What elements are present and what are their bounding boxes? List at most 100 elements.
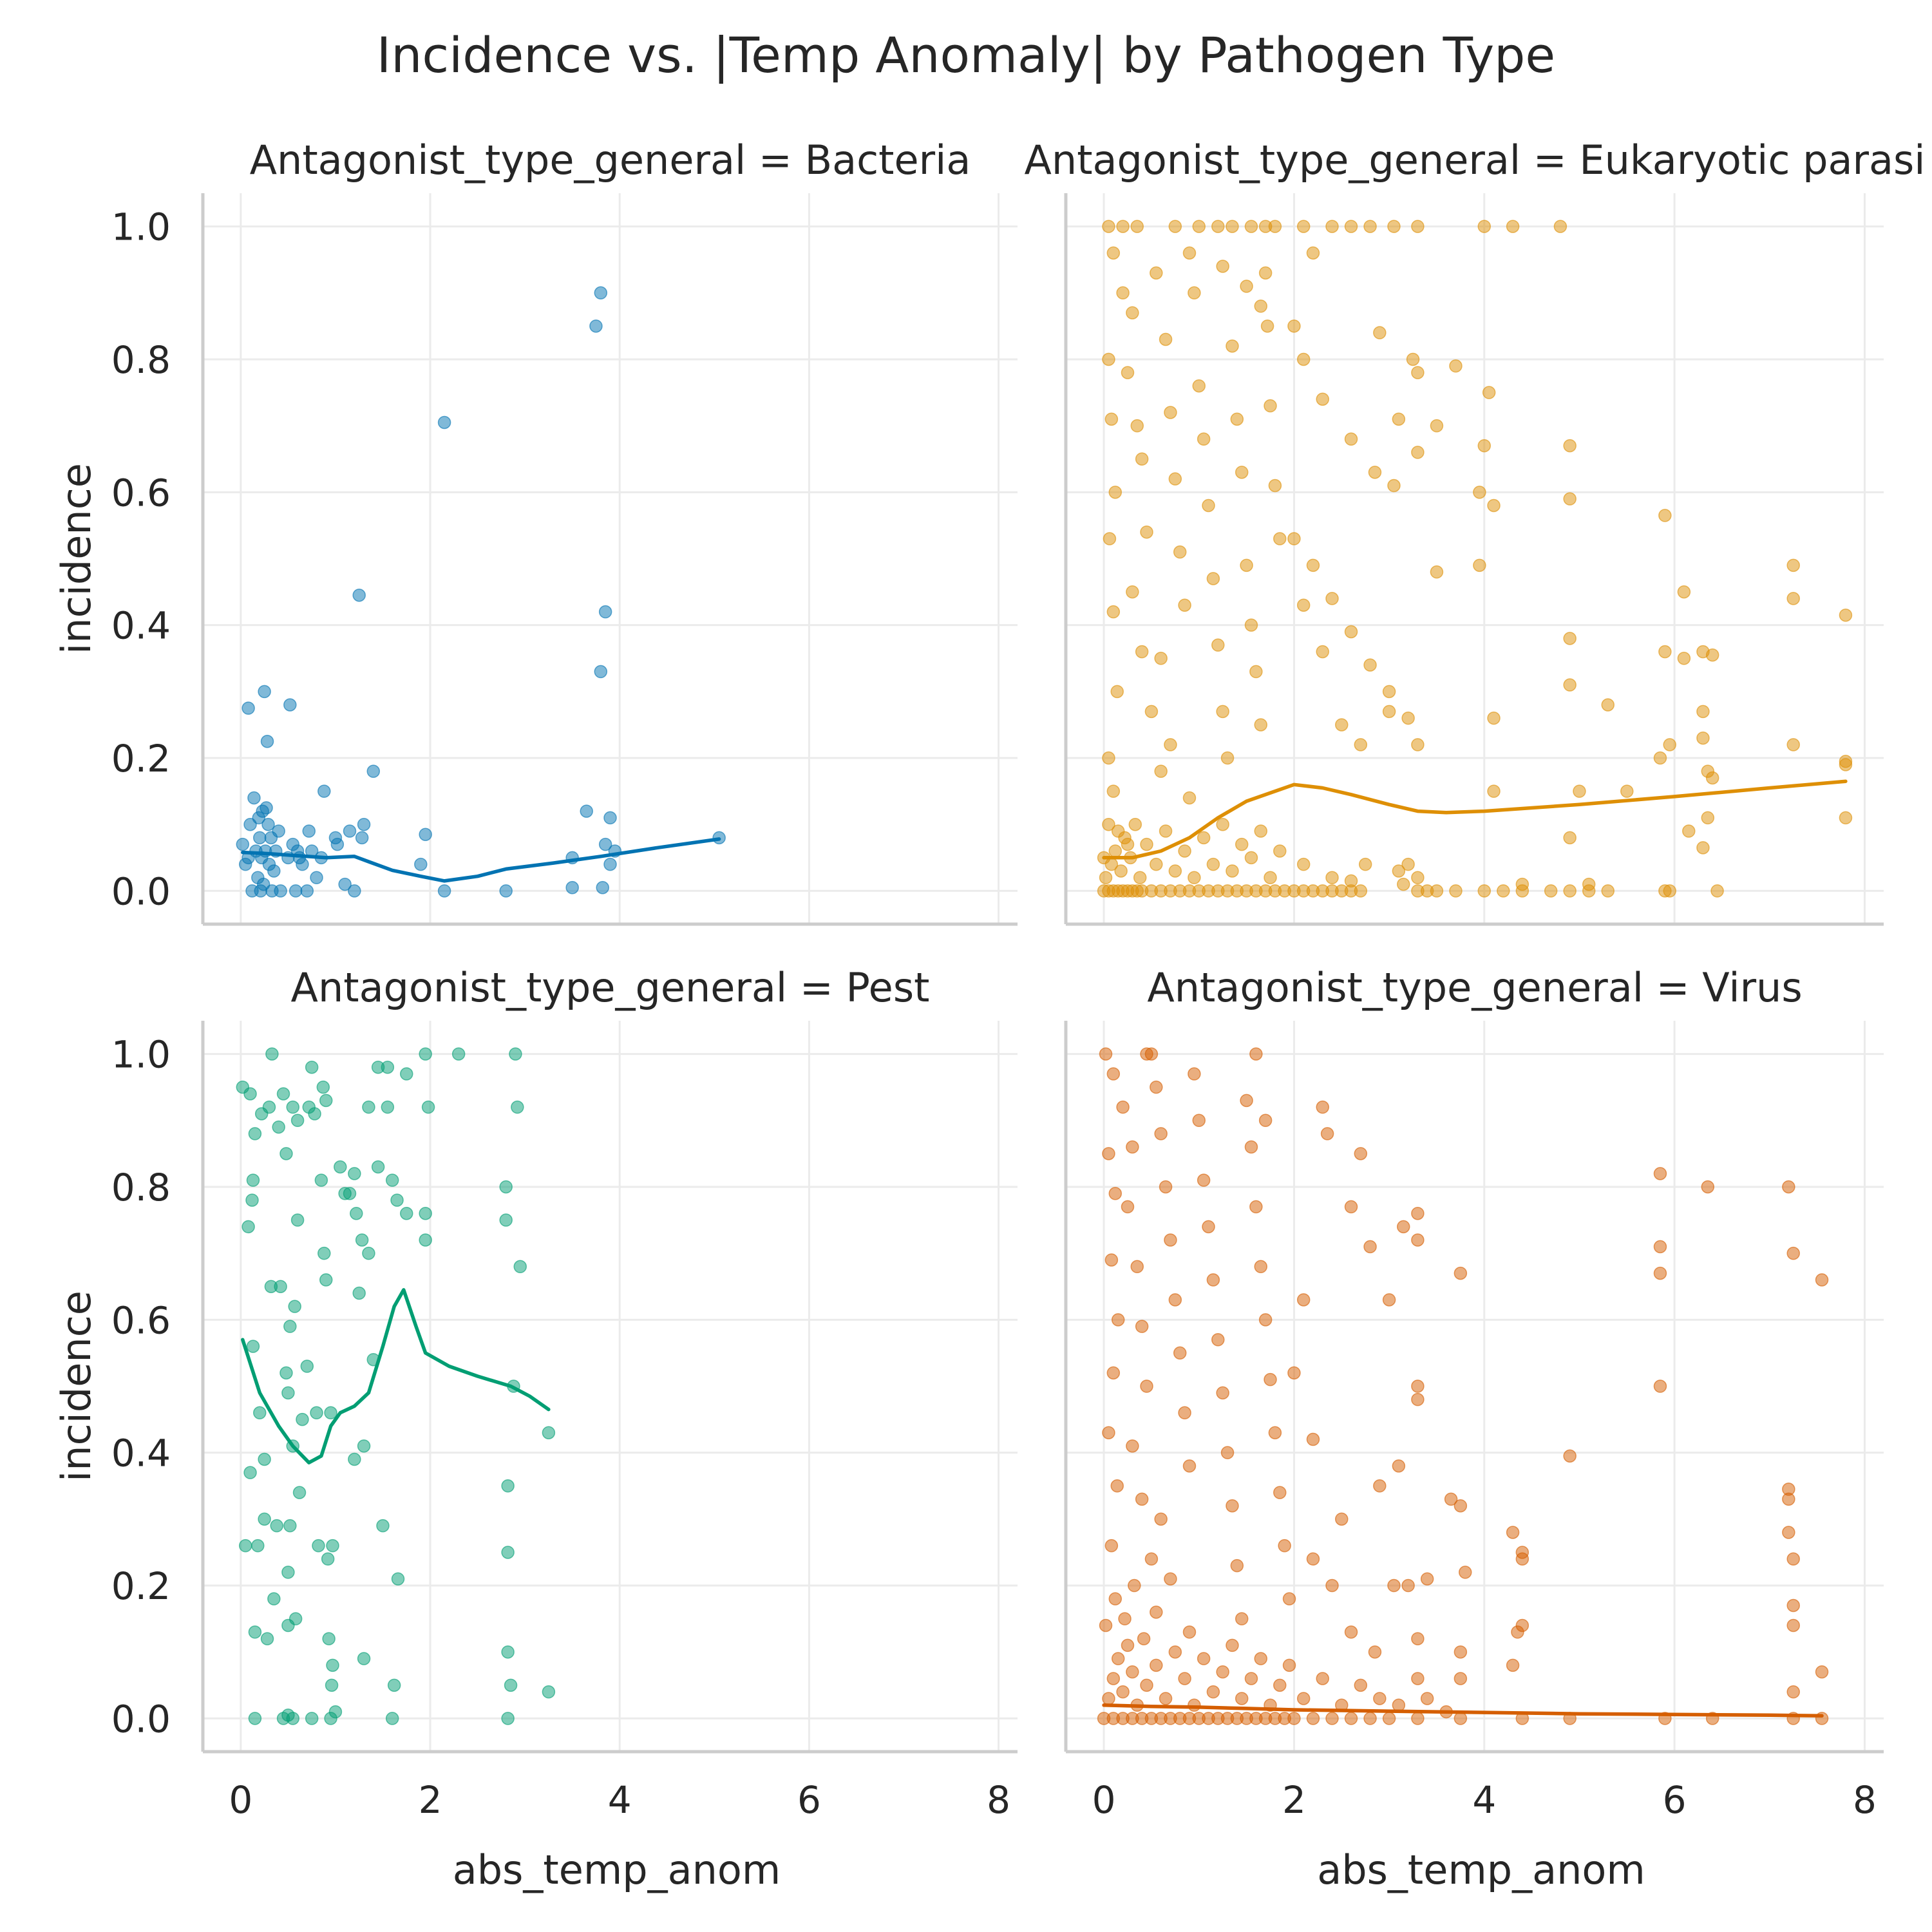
data-point bbox=[1420, 1692, 1434, 1705]
data-point bbox=[1473, 486, 1486, 499]
data-point bbox=[348, 1167, 361, 1180]
data-point bbox=[243, 1466, 257, 1479]
data-point bbox=[1487, 498, 1501, 513]
data-point bbox=[419, 1206, 432, 1220]
data-point bbox=[1710, 884, 1724, 898]
data-point bbox=[355, 831, 369, 845]
data-point bbox=[1150, 1080, 1163, 1094]
y-tick-label: 1.0 bbox=[111, 205, 171, 249]
data-point bbox=[1130, 419, 1144, 433]
data-point bbox=[1144, 1047, 1159, 1061]
data-point bbox=[596, 881, 609, 895]
data-point bbox=[1106, 784, 1121, 798]
data-point bbox=[1677, 652, 1691, 665]
y-tick-label: 0.2 bbox=[111, 1564, 171, 1608]
data-point bbox=[1154, 1127, 1168, 1141]
data-point bbox=[1306, 246, 1320, 260]
data-point bbox=[1563, 1449, 1577, 1463]
data-point bbox=[1260, 319, 1274, 333]
data-point bbox=[1102, 220, 1115, 233]
data-point bbox=[1677, 585, 1691, 599]
data-point bbox=[1306, 1552, 1320, 1566]
data-point bbox=[1244, 1672, 1258, 1685]
data-point bbox=[1254, 824, 1267, 838]
data-point bbox=[1206, 1685, 1220, 1699]
x-tick-label: 4 bbox=[608, 1778, 632, 1822]
data-point bbox=[1197, 1173, 1211, 1187]
data-point bbox=[1815, 1665, 1829, 1679]
data-point bbox=[319, 1273, 333, 1287]
data-point bbox=[1128, 817, 1142, 831]
panel-title: Antagonist_type_general = Virus bbox=[1147, 964, 1802, 1011]
data-point bbox=[1296, 1293, 1311, 1307]
data-point bbox=[1154, 1512, 1168, 1526]
data-point bbox=[1477, 884, 1492, 898]
data-point bbox=[260, 735, 274, 748]
data-point bbox=[499, 1180, 513, 1194]
data-point bbox=[1135, 1320, 1149, 1333]
data-point bbox=[1601, 698, 1615, 712]
data-point bbox=[1316, 392, 1329, 406]
data-point bbox=[1786, 1552, 1800, 1566]
data-point bbox=[1701, 811, 1715, 825]
data-point bbox=[1325, 592, 1339, 605]
data-point bbox=[1515, 1552, 1530, 1566]
data-point bbox=[348, 1452, 361, 1466]
data-point bbox=[1182, 1625, 1197, 1639]
data-point bbox=[1258, 266, 1273, 280]
y-tick-label: 0.4 bbox=[111, 1432, 171, 1475]
data-point bbox=[1130, 1260, 1144, 1274]
data-point bbox=[1316, 1100, 1329, 1114]
data-point bbox=[1182, 1459, 1197, 1473]
data-point bbox=[1108, 1187, 1122, 1200]
data-point bbox=[343, 824, 357, 838]
data-point bbox=[1344, 1200, 1358, 1214]
data-point bbox=[1411, 1632, 1425, 1645]
data-point bbox=[1130, 220, 1144, 233]
data-point bbox=[1264, 871, 1277, 885]
data-point bbox=[1454, 1499, 1468, 1513]
data-point bbox=[1197, 432, 1211, 446]
data-point bbox=[281, 1386, 295, 1400]
data-point bbox=[352, 589, 366, 602]
data-point bbox=[348, 884, 361, 898]
data-point bbox=[236, 837, 250, 851]
data-point bbox=[317, 784, 331, 798]
data-point bbox=[1202, 498, 1215, 513]
data-point bbox=[1211, 638, 1225, 652]
data-point bbox=[242, 1220, 255, 1234]
data-point bbox=[1506, 1526, 1520, 1539]
data-point bbox=[1620, 784, 1634, 798]
data-point bbox=[1226, 339, 1239, 353]
data-point bbox=[247, 791, 261, 805]
data-point bbox=[1226, 1638, 1239, 1653]
data-point bbox=[305, 1712, 319, 1725]
data-point bbox=[1320, 1127, 1334, 1141]
data-point bbox=[1108, 486, 1122, 499]
data-point bbox=[1401, 1578, 1415, 1593]
data-point bbox=[1226, 1499, 1239, 1513]
data-point bbox=[1296, 857, 1311, 871]
data-point bbox=[1287, 532, 1301, 545]
data-point bbox=[334, 1160, 347, 1174]
data-point bbox=[580, 804, 593, 818]
data-point bbox=[1454, 1266, 1468, 1280]
data-point bbox=[290, 1113, 305, 1128]
data-point bbox=[246, 1340, 260, 1353]
y-axis-label: incidence bbox=[53, 463, 100, 654]
data-point bbox=[1786, 1598, 1800, 1613]
data-point bbox=[1159, 332, 1173, 346]
y-tick-label: 0.6 bbox=[111, 471, 171, 515]
data-point bbox=[310, 871, 323, 885]
data-point bbox=[1544, 884, 1558, 898]
data-point bbox=[1168, 1645, 1182, 1659]
data-point bbox=[260, 801, 273, 815]
data-point bbox=[1110, 1479, 1124, 1493]
data-point bbox=[245, 1193, 259, 1207]
data-point bbox=[1226, 220, 1239, 233]
data-point bbox=[1411, 1392, 1425, 1406]
data-point bbox=[1235, 466, 1249, 479]
data-point bbox=[381, 1060, 395, 1074]
data-point bbox=[1106, 1672, 1121, 1685]
